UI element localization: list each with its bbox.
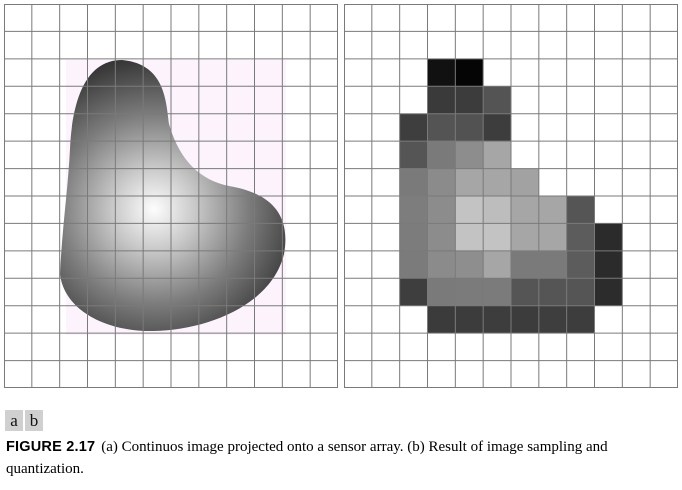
quantized-image-panel <box>344 4 678 388</box>
quantized-pixel <box>427 58 456 87</box>
quantized-pixel <box>538 305 567 334</box>
quantized-pixel <box>483 141 511 169</box>
quantized-pixel <box>427 113 456 142</box>
figure-label: FIGURE 2.17 <box>6 439 96 455</box>
quantized-pixel <box>455 196 484 224</box>
quantized-cells <box>399 58 623 334</box>
quantized-pixel <box>399 196 428 224</box>
quantized-pixel <box>511 305 539 334</box>
quantized-pixel <box>594 278 623 306</box>
quantized-pixel <box>455 168 484 196</box>
quantized-pixel <box>566 196 595 224</box>
quantized-pixel <box>427 196 456 224</box>
figure-caption: FIGURE 2.17 (a) Continuos image projected… <box>6 436 680 480</box>
quantized-pixel <box>427 168 456 196</box>
quantized-pixel <box>538 250 567 279</box>
quantized-pixel <box>511 168 539 196</box>
quantized-pixel <box>455 86 484 114</box>
quantized-pixel <box>594 250 623 279</box>
quantized-pixel <box>427 141 456 169</box>
subfigure-label-b: b <box>25 410 43 431</box>
quantized-pixel <box>427 250 456 279</box>
quantized-pixel <box>566 305 595 334</box>
quantized-pixel <box>511 278 539 306</box>
quantized-pixel <box>455 223 484 251</box>
quantized-pixel <box>538 223 567 251</box>
quantized-pixel <box>455 58 484 87</box>
quantized-pixel <box>483 113 511 142</box>
quantized-pixel <box>427 86 456 114</box>
quantized-pixel <box>483 305 511 334</box>
quantized-pixel <box>427 223 456 251</box>
caption-text: (a) Continuos image projected onto a sen… <box>6 439 608 477</box>
subfigure-labels: a b <box>5 410 43 431</box>
continuous-image-panel <box>4 4 338 388</box>
quantized-pixel <box>399 113 428 142</box>
quantized-pixel <box>511 250 539 279</box>
quantized-pixel <box>566 223 595 251</box>
quantized-pixel <box>455 113 484 142</box>
quantized-pixel <box>427 278 456 306</box>
continuous-image-figure <box>4 4 338 388</box>
quantized-pixel <box>566 278 595 306</box>
quantized-pixel <box>399 223 428 251</box>
quantized-pixel <box>455 141 484 169</box>
quantized-pixel <box>566 250 595 279</box>
sensor-grid <box>4 4 338 388</box>
quantized-pixel <box>399 250 428 279</box>
quantized-pixel <box>511 223 539 251</box>
quantized-pixel <box>399 168 428 196</box>
subfigure-label-a: a <box>5 410 23 431</box>
quantized-pixel <box>483 223 511 251</box>
sensor-grid <box>344 4 678 388</box>
quantized-pixel <box>399 278 428 306</box>
quantized-pixel <box>483 196 511 224</box>
quantized-pixel <box>483 250 511 279</box>
quantized-pixel <box>427 305 456 334</box>
quantized-pixel <box>455 305 484 334</box>
quantized-pixel <box>455 250 484 279</box>
quantized-pixel <box>538 278 567 306</box>
quantized-pixel <box>483 168 511 196</box>
quantized-pixel <box>399 141 428 169</box>
quantized-pixel <box>594 223 623 251</box>
quantized-image-figure <box>344 4 678 388</box>
quantized-pixel <box>483 278 511 306</box>
quantized-pixel <box>455 278 484 306</box>
quantized-pixel <box>483 86 511 114</box>
quantized-pixel <box>511 196 539 224</box>
quantized-pixel <box>538 196 567 224</box>
